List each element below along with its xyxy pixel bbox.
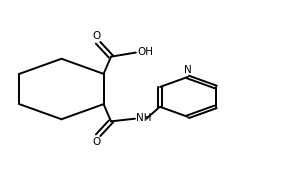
Text: N: N: [184, 65, 192, 75]
Text: O: O: [93, 137, 101, 147]
Text: OH: OH: [138, 47, 154, 57]
Text: O: O: [93, 31, 101, 41]
Text: NH: NH: [136, 113, 151, 123]
